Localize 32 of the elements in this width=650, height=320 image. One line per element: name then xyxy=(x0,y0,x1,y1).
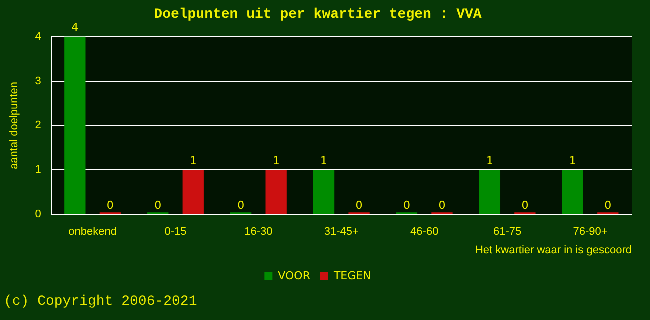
data-label: 0 xyxy=(356,198,363,212)
x-axis-title: Het kwartier waar in is gescoord xyxy=(475,244,632,256)
data-label: 0 xyxy=(154,198,162,212)
data-label: 0 xyxy=(522,198,529,212)
data-label: 0 xyxy=(403,198,410,212)
x-tick-label: 76-90+ xyxy=(573,226,608,238)
y-tick-label: 4 xyxy=(35,30,42,43)
y-tick-label: 1 xyxy=(35,164,42,176)
x-tick-label: 16-30 xyxy=(244,226,273,238)
data-label: 1 xyxy=(190,154,197,168)
x-tick-label: 0-15 xyxy=(164,226,187,238)
y-tick-label: 0 xyxy=(35,208,42,221)
legend-label: VOOR xyxy=(278,269,311,282)
data-label: 1 xyxy=(569,154,576,168)
x-tick-label: 46-60 xyxy=(410,226,439,238)
chart-title: Doelpunten uit per kwartier tegen : VVA xyxy=(154,6,482,23)
x-tick-label: 31-45+ xyxy=(324,226,359,238)
data-label: 0 xyxy=(106,198,114,212)
legend-label: TEGEN xyxy=(332,269,372,282)
x-tick-label: 61-75 xyxy=(494,226,522,238)
data-label: 0 xyxy=(604,198,612,212)
data-label: 4 xyxy=(72,21,79,34)
data-label: 1 xyxy=(320,154,328,168)
data-label: 1 xyxy=(272,154,280,168)
data-label: 0 xyxy=(238,198,245,212)
data-label: 1 xyxy=(486,154,494,168)
x-tick-label: onbekend xyxy=(68,226,117,238)
y-tick-label: 2 xyxy=(35,120,42,132)
text: (c) Copyright 2006-2021 xyxy=(4,294,198,310)
data-label: 0 xyxy=(438,198,446,212)
y-tick-label: 3 xyxy=(35,75,42,88)
y-axis-title: aantal doelpunten xyxy=(8,82,21,170)
